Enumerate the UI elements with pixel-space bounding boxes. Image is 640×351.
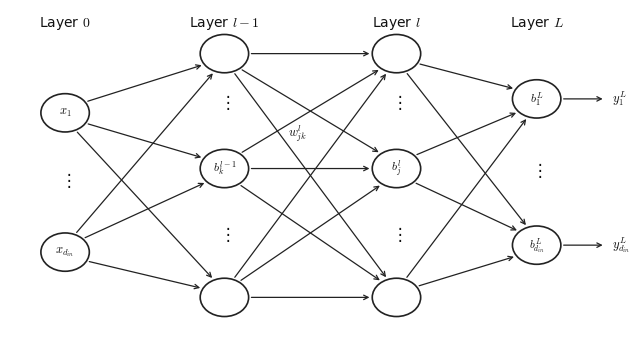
Ellipse shape: [513, 80, 561, 118]
Ellipse shape: [41, 233, 90, 271]
Text: $\vdots$: $\vdots$: [219, 93, 230, 112]
Text: $\vdots$: $\vdots$: [531, 161, 542, 180]
Text: $b_{d_{in}}^{L}$: $b_{d_{in}}^{L}$: [529, 236, 545, 254]
Text: $w_{jk}^{l}$: $w_{jk}^{l}$: [288, 124, 307, 144]
Text: $\vdots$: $\vdots$: [60, 171, 70, 190]
Text: $y_1^{L}$: $y_1^{L}$: [612, 90, 627, 108]
Ellipse shape: [200, 150, 248, 188]
Ellipse shape: [200, 278, 248, 317]
Ellipse shape: [200, 34, 248, 73]
Text: $b_k^{l-1}$: $b_k^{l-1}$: [212, 159, 236, 178]
Ellipse shape: [372, 34, 420, 73]
Ellipse shape: [41, 94, 90, 132]
Text: $b_1^{L}$: $b_1^{L}$: [530, 90, 543, 108]
Text: Layer $l-1$: Layer $l-1$: [189, 15, 260, 32]
Text: $\vdots$: $\vdots$: [219, 225, 230, 244]
Text: $\vdots$: $\vdots$: [391, 93, 402, 112]
Text: $b_j^{l}$: $b_j^{l}$: [391, 158, 402, 179]
Text: $\vdots$: $\vdots$: [391, 225, 402, 244]
Text: $x_1$: $x_1$: [59, 106, 72, 119]
Ellipse shape: [372, 278, 420, 317]
Text: $y_{d_{in}}^{L}$: $y_{d_{in}}^{L}$: [612, 235, 630, 255]
Text: Layer $L$: Layer $L$: [509, 15, 564, 32]
Text: Layer $l$: Layer $l$: [372, 15, 421, 32]
Ellipse shape: [513, 226, 561, 264]
Ellipse shape: [372, 150, 420, 188]
Text: $x_{d_{in}}$: $x_{d_{in}}$: [56, 245, 75, 259]
Text: Layer $0$: Layer $0$: [40, 15, 91, 32]
